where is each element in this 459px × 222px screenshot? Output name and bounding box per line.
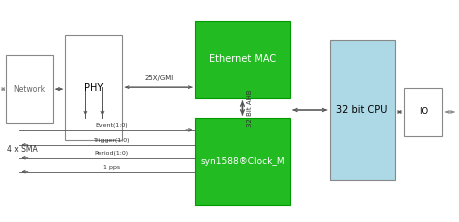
- Text: Trigger(1:0): Trigger(1:0): [93, 138, 130, 143]
- Text: 1 pps: 1 pps: [103, 165, 120, 170]
- Text: PHY: PHY: [84, 83, 103, 93]
- Text: 32 bit CPU: 32 bit CPU: [336, 105, 387, 115]
- Text: IO: IO: [418, 107, 427, 117]
- Bar: [65, 36, 122, 140]
- Bar: [6, 55, 52, 123]
- Text: Event(1:0): Event(1:0): [95, 123, 128, 128]
- Text: 32 Bit AHB: 32 Bit AHB: [247, 89, 253, 127]
- Text: Network: Network: [13, 85, 45, 94]
- Text: 25X/GMI: 25X/GMI: [144, 75, 173, 81]
- Text: Period(1:0): Period(1:0): [95, 151, 129, 156]
- Bar: [195, 118, 289, 205]
- Text: 4 x SMA: 4 x SMA: [7, 145, 37, 154]
- Bar: [195, 21, 289, 98]
- Text: Ethernet MAC: Ethernet MAC: [208, 54, 275, 64]
- Bar: [403, 88, 442, 136]
- Text: syn1588®Clock_M: syn1588®Clock_M: [200, 157, 284, 166]
- Bar: [329, 40, 394, 180]
